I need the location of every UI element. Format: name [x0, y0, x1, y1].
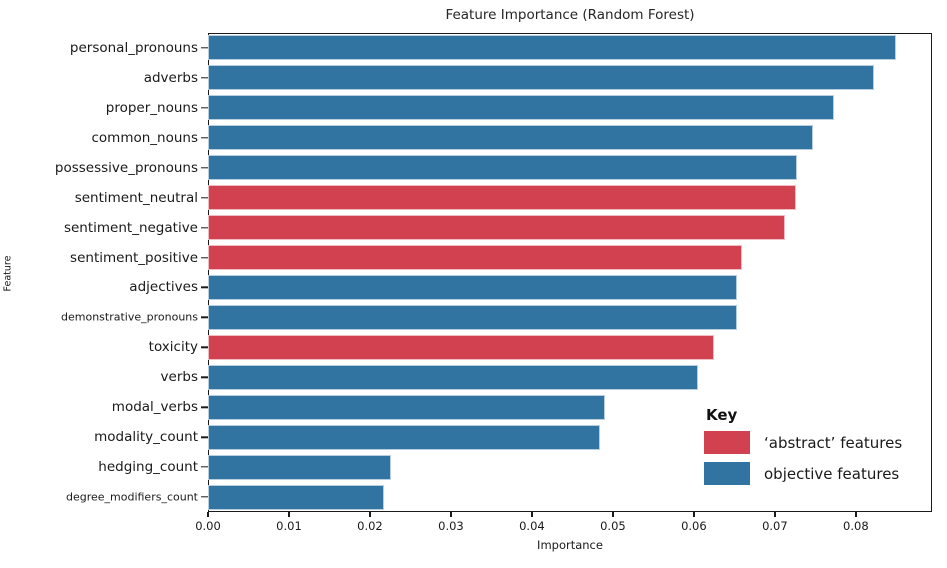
x-tick-mark — [612, 512, 614, 517]
x-tick-mark — [693, 512, 695, 517]
y-tick-label: personal_pronouns — [69, 39, 198, 56]
bar-verbs — [208, 364, 698, 390]
y-tick-mark — [201, 496, 208, 498]
x-tick-mark — [288, 512, 290, 517]
y-tick-mark — [201, 436, 208, 438]
y-tick-label: modality_count — [94, 429, 198, 446]
x-tick-mark — [450, 512, 452, 517]
x-tick-mark — [855, 512, 857, 517]
abstract-features-swatch-icon — [704, 431, 750, 454]
y-tick-mark — [201, 256, 208, 259]
y-tick-label: common_nouns — [91, 129, 198, 146]
y-tick-mark — [201, 466, 208, 468]
y-tick-mark — [201, 406, 208, 408]
x-axis-label: Importance — [537, 538, 603, 552]
x-tick-mark — [531, 512, 533, 517]
x-tick-label: 0.01 — [276, 519, 302, 533]
bar-degree_modifiers_count — [208, 484, 384, 510]
y-tick-mark — [201, 286, 208, 289]
x-tick-label: 0.00 — [195, 519, 221, 533]
y-tick-mark — [201, 376, 208, 378]
y-tick-mark — [201, 107, 208, 109]
bar-demonstrative_pronouns — [208, 304, 737, 330]
x-tick-mark — [207, 512, 209, 517]
y-tick-mark — [201, 196, 208, 199]
y-tick-label: possessive_pronouns — [54, 159, 198, 176]
legend-title: Key — [706, 406, 738, 424]
chart-title: Feature Importance (Random Forest) — [445, 7, 695, 23]
legend-item-abstract: ‘abstract’ features — [704, 431, 902, 454]
y-tick-label: degree_modifiers_count — [65, 490, 198, 504]
y-tick-mark — [201, 77, 208, 79]
bar-adverbs — [208, 65, 874, 91]
y-tick-label: sentiment_neutral — [74, 189, 198, 206]
y-tick-label: adjectives — [129, 279, 198, 296]
legend-item-objective: objective features — [704, 462, 902, 485]
x-tick-label: 0.07 — [762, 519, 788, 533]
bar-possessive_pronouns — [208, 155, 797, 181]
y-tick-label: verbs — [160, 369, 198, 386]
legend-label: objective features — [764, 464, 900, 483]
bar-toxicity — [208, 334, 715, 360]
y-tick-label: proper_nouns — [105, 99, 198, 116]
y-tick-label: toxicity — [148, 339, 198, 356]
bar-proper_nouns — [208, 95, 834, 121]
bar-sentiment_negative — [208, 215, 786, 241]
bar-common_nouns — [208, 125, 813, 151]
y-tick-mark — [201, 137, 208, 139]
legend-label: ‘abstract’ features — [764, 433, 903, 452]
bar-hedging_count — [208, 454, 391, 480]
x-tick-label: 0.02 — [357, 519, 383, 533]
y-tick-label: sentiment_positive — [70, 249, 198, 266]
bar-sentiment_positive — [208, 245, 742, 271]
x-tick-label: 0.06 — [681, 519, 707, 533]
bar-modality_count — [208, 424, 600, 450]
y-tick-label: demonstrative_pronouns — [61, 310, 198, 324]
y-tick-mark — [201, 167, 208, 169]
y-tick-label: sentiment_negative — [63, 219, 198, 236]
bar-modal_verbs — [208, 394, 605, 420]
y-tick-label: adverbs — [143, 69, 198, 86]
y-tick-mark — [201, 47, 208, 49]
objective-features-swatch-icon — [704, 462, 750, 485]
plot-area-border — [208, 33, 932, 512]
x-tick-label: 0.03 — [438, 519, 464, 533]
chart-legend: Key ‘abstract’ features objective featur… — [704, 406, 902, 493]
y-tick-mark — [201, 316, 208, 319]
x-tick-mark — [369, 512, 371, 517]
bar-personal_pronouns — [208, 35, 897, 61]
bar-adjectives — [208, 274, 737, 300]
y-tick-label: hedging_count — [98, 459, 198, 476]
y-tick-mark — [201, 346, 208, 349]
y-tick-label: modal_verbs — [111, 399, 198, 416]
x-tick-label: 0.04 — [519, 519, 545, 533]
bar-sentiment_neutral — [208, 185, 796, 211]
x-tick-label: 0.05 — [600, 519, 626, 533]
x-tick-label: 0.08 — [843, 519, 869, 533]
y-tick-mark — [201, 226, 208, 229]
x-tick-mark — [774, 512, 776, 517]
